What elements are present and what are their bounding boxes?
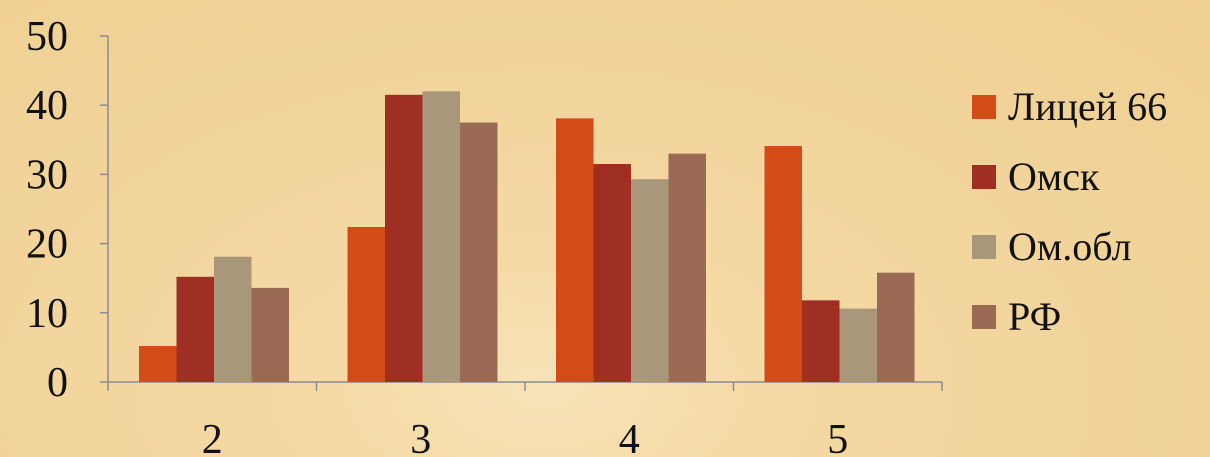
bar (877, 272, 915, 382)
y-tick-label: 10 (26, 291, 68, 337)
legend-swatch (972, 235, 996, 259)
bar (347, 226, 385, 382)
bar (460, 122, 498, 382)
legend-item-series-1: Лицей 66 (972, 84, 1207, 129)
x-tick-label: 2 (202, 417, 223, 457)
bar (556, 118, 594, 383)
legend-item-series-3: Ом.обл (972, 224, 1207, 269)
x-tick-label: 3 (410, 417, 431, 457)
legend-swatch (972, 165, 996, 189)
legend-swatch (972, 305, 996, 329)
y-tick-label: 50 (26, 14, 68, 60)
bar (214, 256, 252, 382)
chart-legend: Лицей 66 Омск Ом.обл РФ (972, 84, 1207, 368)
bar (764, 146, 802, 382)
y-tick-label: 40 (26, 83, 68, 129)
y-tick-labels: 0 10 20 30 40 50 (26, 14, 68, 406)
bar (385, 94, 423, 382)
legend-label: Омск (1008, 154, 1100, 199)
legend-swatch (972, 95, 996, 119)
legend-item-series-4: РФ (972, 294, 1207, 339)
x-tick-label: 4 (619, 417, 640, 457)
bar (631, 179, 669, 382)
bar (593, 164, 631, 382)
y-tick-label: 0 (47, 360, 68, 406)
bar (422, 91, 460, 383)
bar (668, 153, 706, 382)
legend-label: Лицей 66 (1008, 84, 1168, 129)
legend-item-series-2: Омск (972, 154, 1207, 199)
bar (139, 346, 177, 382)
legend-label: Ом.обл (1008, 224, 1132, 269)
chart-bars (139, 91, 915, 383)
x-tick-label: 5 (827, 417, 848, 457)
bar (802, 300, 840, 382)
bar (251, 287, 289, 382)
y-tick-label: 20 (26, 222, 68, 268)
y-tick-label: 30 (26, 152, 68, 198)
bar (176, 276, 214, 382)
x-tick-labels: 2 3 4 5 (202, 417, 849, 457)
legend-label: РФ (1008, 294, 1062, 339)
bar (839, 308, 877, 382)
bar-chart: 0 10 20 30 40 50 2 3 4 5 (26, 14, 943, 457)
